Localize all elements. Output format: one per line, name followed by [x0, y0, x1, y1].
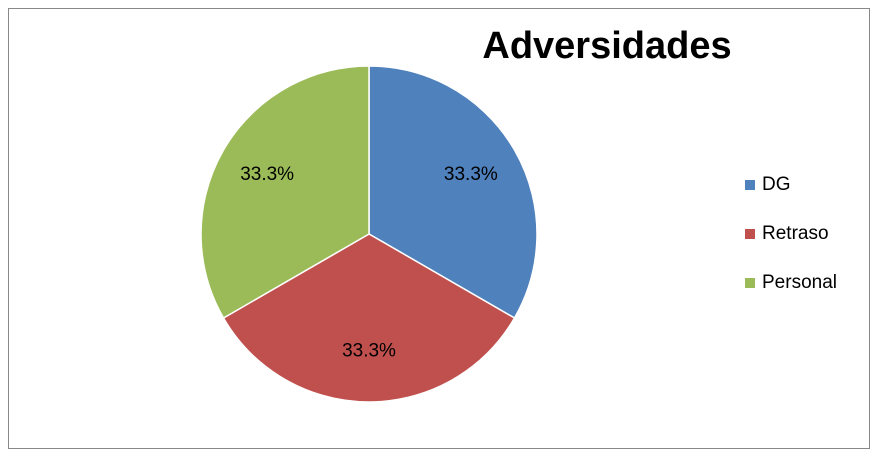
- legend-label: Personal: [762, 272, 837, 293]
- chart-title: Adversidades: [482, 25, 731, 67]
- data-label: 33.3%: [342, 341, 396, 362]
- data-label: 33.3%: [240, 164, 294, 185]
- data-label: 33.3%: [444, 164, 498, 185]
- legend-label: DG: [762, 174, 791, 195]
- pie-slice: [200, 65, 370, 320]
- legend-label: Retraso: [762, 223, 829, 244]
- pie-slice: [368, 65, 538, 320]
- legend-swatch: [745, 229, 755, 239]
- legend-swatch: [745, 278, 755, 288]
- legend-swatch: [745, 180, 755, 190]
- pie-slice: [222, 233, 516, 403]
